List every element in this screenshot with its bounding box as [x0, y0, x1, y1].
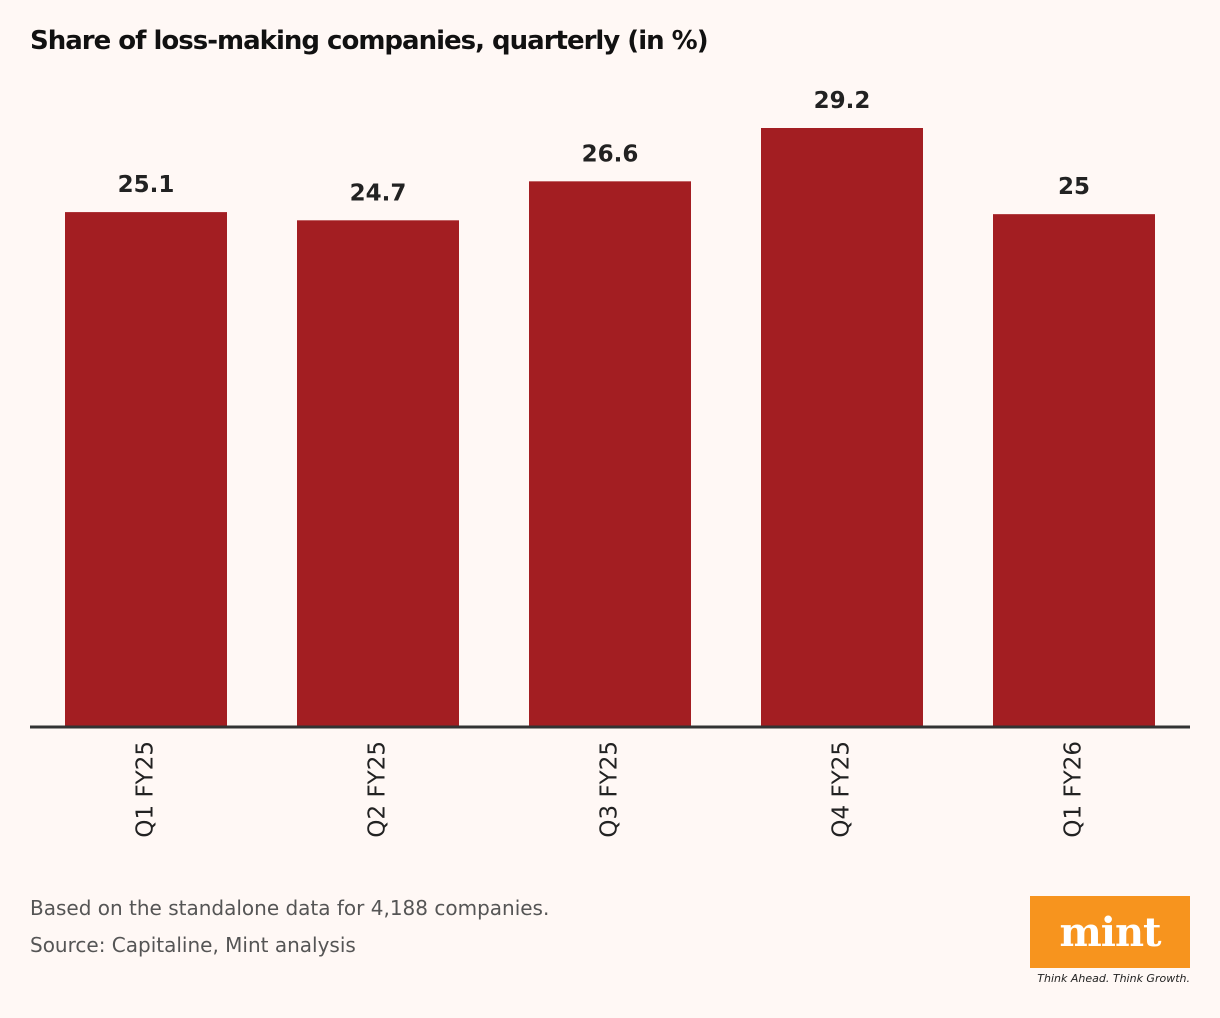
- bar-value-label: 24.7: [350, 180, 407, 206]
- bar-q1-fy25: [65, 212, 227, 727]
- x-tick-label: Q1 FY26: [1061, 741, 1087, 838]
- x-tick-label: Q3 FY25: [597, 741, 623, 838]
- bar-value-label: 25: [1058, 174, 1090, 200]
- mint-logo: mint: [1030, 896, 1190, 968]
- x-tick-label: Q2 FY25: [365, 741, 391, 838]
- bar-q4-fy25: [761, 128, 923, 727]
- bar-q3-fy25: [529, 181, 691, 727]
- chart-title: Share of loss-making companies, quarterl…: [30, 26, 709, 56]
- bar-value-label: 26.6: [582, 141, 639, 167]
- logo-tagline: Think Ahead. Think Growth.: [1037, 972, 1190, 985]
- bar-value-label: 25.1: [118, 172, 175, 198]
- source-note: Source: Capitaline, Mint analysis: [30, 933, 356, 957]
- bar-q1-fy26: [993, 214, 1155, 727]
- tick-labels-group: Q1 FY25 Q2 FY25 Q3 FY25 Q4 FY25 Q1 FY26: [133, 741, 1087, 838]
- logo-wordmark: mint: [1059, 908, 1161, 956]
- bar-value-label: 29.2: [814, 88, 871, 114]
- x-tick-label: Q1 FY25: [133, 741, 159, 838]
- bars-group: [65, 128, 1155, 727]
- value-labels-group: 25.1 24.7 26.6 29.2 25: [118, 88, 1090, 206]
- basis-note: Based on the standalone data for 4,188 c…: [30, 896, 550, 920]
- x-tick-label: Q4 FY25: [829, 741, 855, 838]
- bar-chart: 25.1 24.7 26.6 29.2 25 Q1 FY25 Q2 FY25 Q3 FY25…: [30, 88, 1190, 838]
- bar-q2-fy25: [297, 220, 459, 727]
